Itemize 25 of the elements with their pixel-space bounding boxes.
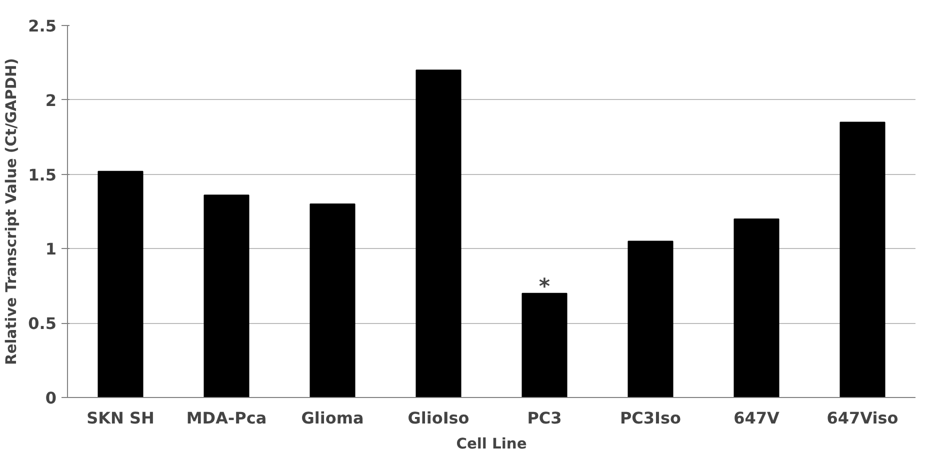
bar: [522, 292, 568, 398]
x-tick-label: PC3Iso: [620, 408, 682, 428]
bar: [98, 170, 144, 398]
x-tick-label: PC3: [527, 408, 562, 428]
y-axis-title: Relative Transcript Value (Ct/GAPDH): [3, 58, 20, 365]
x-tick-label: 647V: [734, 408, 780, 428]
bar: [204, 194, 250, 398]
x-tick-label: MDA-Pca: [186, 408, 267, 428]
y-tick-label: 0.5: [28, 314, 56, 334]
y-tick-label: 2: [45, 90, 57, 110]
x-tick-label: 647Viso: [826, 408, 898, 428]
y-tick-label: 1.5: [28, 165, 56, 184]
bar: [310, 204, 356, 398]
y-tick-label: 2.5: [28, 16, 56, 36]
x-tick-label: GlioIso: [408, 408, 470, 428]
bar: [628, 240, 674, 398]
x-tick-label: SKN SH: [86, 408, 154, 428]
y-tick-label: 1: [45, 240, 57, 259]
x-tick-label: Glioma: [301, 408, 364, 428]
y-tick-label: 0: [45, 388, 57, 408]
bar: [734, 218, 780, 398]
annotation: *: [538, 274, 550, 300]
bar: [840, 122, 886, 398]
x-axis-title: Cell Line: [456, 436, 527, 452]
bar: [416, 70, 462, 398]
